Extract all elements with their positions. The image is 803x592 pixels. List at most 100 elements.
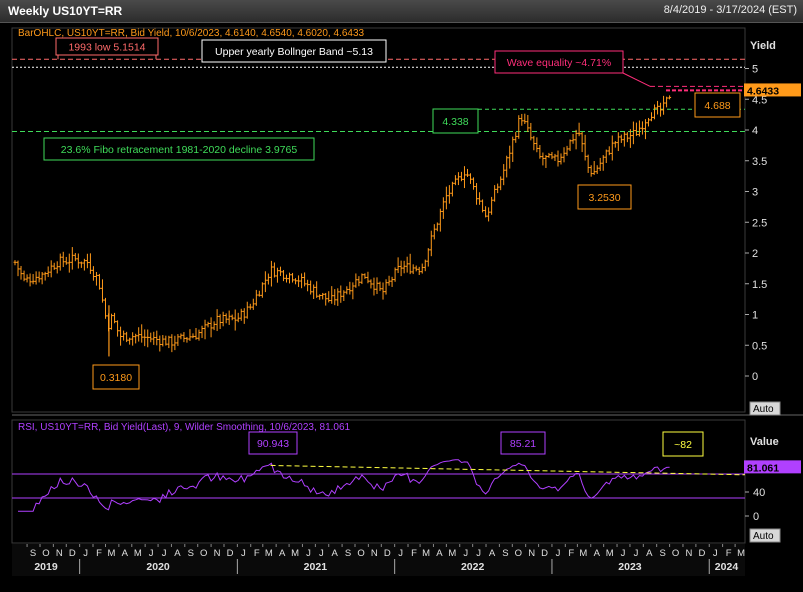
price-panel-frame xyxy=(11,27,746,413)
month-label: D xyxy=(69,548,76,559)
price-y-tick-label: 0 xyxy=(752,371,758,383)
rsi-trend-line xyxy=(270,464,746,476)
price-axis-label: Yield xyxy=(750,40,776,52)
year-label: 2024 xyxy=(715,561,739,573)
bollinger-box xyxy=(201,39,387,63)
rsi-axis-label: Value xyxy=(750,436,779,448)
month-label: S xyxy=(188,548,194,559)
month-label: D xyxy=(227,548,234,559)
rsi-line xyxy=(18,459,670,512)
wave-equality-label: Wave equality ~4.71% xyxy=(507,57,611,69)
rsi-last-value: 81.061 xyxy=(747,462,779,474)
price-legend: BarOHLC, US10YT=RR, Bid Yield, 10/6/2023… xyxy=(18,28,365,39)
month-label: J xyxy=(634,548,639,559)
bollinger-label: Upper yearly Bollnger Band ~5.13 xyxy=(215,46,373,58)
price-annotations: 1993 low 5.1514 Upper yearly Bollnger Ban… xyxy=(43,37,741,390)
month-label: J xyxy=(556,548,561,559)
rsi-annotations: 90.943 85.21 ~82 xyxy=(248,431,704,457)
year-label: 2019 xyxy=(34,561,58,573)
chart-titlebar: Weekly US10YT=RR 8/4/2019 - 3/17/2024 (E… xyxy=(0,0,803,23)
low-1993-box xyxy=(55,37,159,56)
year-label: 2022 xyxy=(461,561,485,573)
rsi-peak-1-box xyxy=(248,431,298,455)
month-label: J xyxy=(713,548,718,559)
month-label: S xyxy=(660,548,666,559)
year-label: 2023 xyxy=(618,561,642,573)
low-3253-box xyxy=(577,184,632,210)
month-label: J xyxy=(306,548,311,559)
price-y-tick-label: 4 xyxy=(752,125,758,137)
rsi-last-value-tag: 81.061 xyxy=(744,460,801,474)
rsi-y-tick-label: 40 xyxy=(753,487,765,499)
month-label: D xyxy=(698,548,705,559)
month-label: S xyxy=(345,548,351,559)
month-label: J xyxy=(162,548,167,559)
month-label: M xyxy=(579,548,587,559)
chart-canvas[interactable]: BarOHLC, US10YT=RR, Bid Yield, 10/6/2023… xyxy=(0,22,803,592)
level-4688-label: 4.688 xyxy=(704,100,730,112)
price-auto-button[interactable]: Auto xyxy=(749,401,781,416)
month-label: A xyxy=(594,548,601,559)
month-label: M xyxy=(291,548,299,559)
price-y-axis: 0 0.5 1 1.5 2 2.5 3 3.5 4 4.5 5 xyxy=(745,64,767,383)
rsi-peak-3-label: ~82 xyxy=(674,439,692,451)
month-label: J xyxy=(241,548,246,559)
month-label: N xyxy=(214,548,221,559)
rsi-peak-1-label: 90.943 xyxy=(257,438,289,450)
month-label: D xyxy=(541,548,548,559)
month-label: A xyxy=(279,548,286,559)
price-ohlc-series xyxy=(13,95,672,357)
month-label: D xyxy=(384,548,391,559)
date-range-label: 8/4/2019 - 3/17/2024 (EST) xyxy=(663,4,797,16)
month-label: O xyxy=(515,548,522,559)
level-4688-box xyxy=(694,92,741,118)
month-label: J xyxy=(476,548,481,559)
month-label: O xyxy=(357,548,364,559)
level-4338-label: 4.338 xyxy=(442,116,468,128)
price-y-tick-label: 1.5 xyxy=(752,279,767,291)
price-y-tick-label: 5 xyxy=(752,64,758,76)
price-y-tick-label: 4.5 xyxy=(752,94,767,106)
wave-equality-connector xyxy=(622,72,651,87)
month-label: N xyxy=(528,548,535,559)
rsi-peak-2-label: 85.21 xyxy=(510,438,536,450)
month-label: J xyxy=(319,548,324,559)
low-0318-label: 0.3180 xyxy=(100,372,132,384)
low-1993-label: 1993 low 5.1514 xyxy=(68,42,145,54)
month-label: M xyxy=(134,548,142,559)
month-label: O xyxy=(200,548,207,559)
month-label: A xyxy=(174,548,181,559)
rsi-auto-label: Auto xyxy=(753,531,774,542)
month-label: M xyxy=(422,548,430,559)
month-label: M xyxy=(606,548,614,559)
rsi-panel-frame xyxy=(11,419,746,544)
low-3253-label: 3.2530 xyxy=(588,192,620,204)
month-label: N xyxy=(56,548,63,559)
month-label: M xyxy=(265,548,273,559)
rsi-y-tick-label: 0 xyxy=(753,511,759,523)
month-label: M xyxy=(108,548,116,559)
month-label: A xyxy=(332,548,339,559)
month-label: S xyxy=(502,548,508,559)
fib-box xyxy=(43,137,315,161)
level-4338-box xyxy=(432,108,479,134)
chart-window-title: Weekly US10YT=RR xyxy=(8,4,123,18)
price-y-tick-label: 0.5 xyxy=(752,340,767,352)
month-label: O xyxy=(672,548,679,559)
rsi-auto-button[interactable]: Auto xyxy=(749,528,781,543)
price-last-value-tag: 4.6433 xyxy=(744,83,801,97)
fib-label: 23.6% Fibo retracement 1981-2020 decline… xyxy=(61,144,298,156)
low-0318-box xyxy=(92,364,140,390)
price-level-lines xyxy=(12,58,745,132)
month-label: J xyxy=(398,548,403,559)
year-label: 2020 xyxy=(146,561,170,573)
month-label: M xyxy=(737,548,745,559)
month-label: A xyxy=(489,548,496,559)
price-y-tick-label: 2 xyxy=(752,248,758,260)
month-label: F xyxy=(254,548,260,559)
month-label: F xyxy=(568,548,574,559)
month-label: J xyxy=(621,548,626,559)
month-label: A xyxy=(646,548,653,559)
rsi-peak-3-box xyxy=(662,431,704,457)
